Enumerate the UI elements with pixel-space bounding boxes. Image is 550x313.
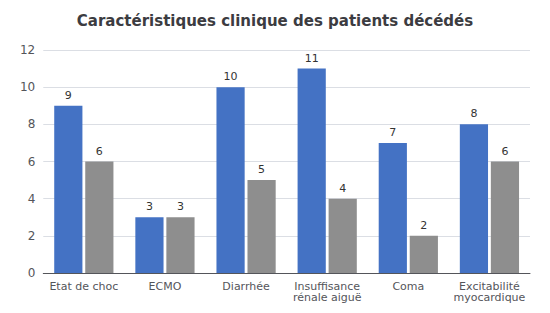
svg-text:Excitabilité: Excitabilité: [459, 280, 520, 293]
svg-text:6: 6: [96, 145, 103, 158]
svg-text:2: 2: [420, 219, 427, 232]
svg-text:3: 3: [177, 200, 184, 213]
svg-text:rénale aiguë: rénale aiguë: [293, 291, 362, 304]
svg-text:5: 5: [258, 163, 265, 176]
svg-text:4: 4: [339, 182, 346, 195]
svg-text:9: 9: [65, 89, 72, 102]
svg-text:10: 10: [224, 70, 238, 83]
svg-text:8: 8: [28, 117, 36, 131]
svg-text:4: 4: [28, 192, 36, 206]
svg-text:12: 12: [20, 43, 35, 57]
svg-text:Insuffisance: Insuffisance: [294, 280, 361, 293]
svg-text:Diarrhée: Diarrhée: [222, 280, 270, 293]
svg-text:Etat de choc: Etat de choc: [49, 280, 118, 293]
svg-text:10: 10: [20, 80, 35, 94]
svg-text:2: 2: [28, 229, 36, 243]
svg-text:Coma: Coma: [392, 280, 424, 293]
svg-text:6: 6: [501, 145, 508, 158]
svg-text:myocardique: myocardique: [454, 291, 526, 304]
svg-text:8: 8: [470, 107, 477, 120]
svg-text:0: 0: [28, 266, 36, 280]
svg-text:7: 7: [389, 126, 396, 139]
svg-text:11: 11: [305, 52, 319, 65]
svg-text:Caractéristiques clinique des: Caractéristiques clinique des patients d…: [77, 12, 474, 30]
svg-text:3: 3: [146, 200, 153, 213]
svg-text:ECMO: ECMO: [149, 280, 182, 293]
svg-text:6: 6: [28, 155, 36, 169]
